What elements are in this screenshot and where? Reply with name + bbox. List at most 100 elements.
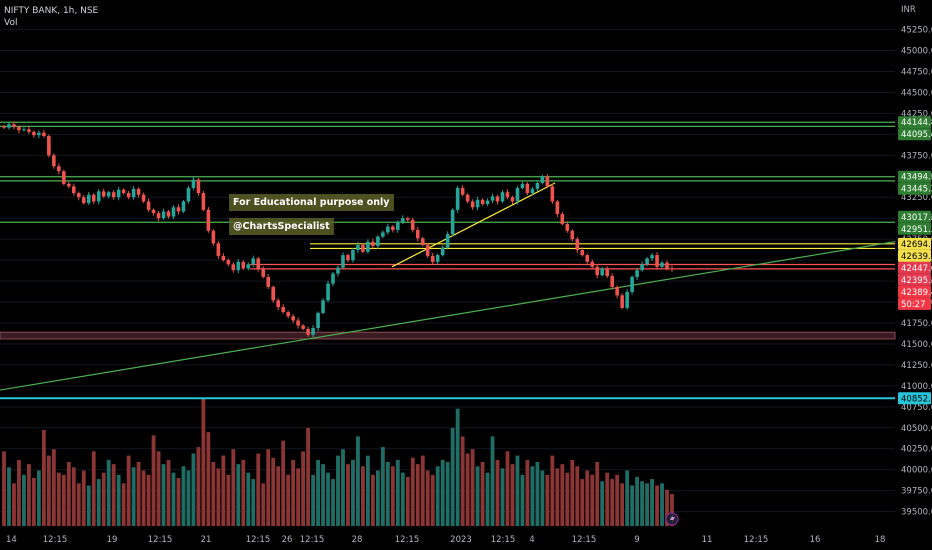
- rising-channel-trendline: [391, 182, 556, 268]
- educational-note[interactable]: For Educational purpose only: [229, 194, 394, 211]
- candle-body: [326, 283, 330, 301]
- volume-bar: [425, 470, 430, 526]
- volume-bar: [12, 483, 16, 526]
- volume-bar: [46, 455, 51, 526]
- price-tick-label: 45250.00: [901, 26, 932, 36]
- candle-body: [420, 238, 425, 246]
- volume-bar: [341, 449, 345, 526]
- volume-bar: [655, 485, 659, 526]
- candle-body: [435, 255, 440, 262]
- candle-body: [640, 264, 644, 271]
- candle-body: [151, 209, 156, 214]
- trend-lines[interactable]: [0, 182, 896, 391]
- price-badge-label: 40852.25: [901, 394, 932, 404]
- author-note[interactable]: @ChartsSpecialist: [229, 218, 334, 235]
- volume-bar: [191, 453, 196, 526]
- price-tick-label: 40750.00: [901, 403, 932, 413]
- price-badge-label: 43494.55: [901, 173, 932, 183]
- candle-body: [306, 328, 310, 335]
- candle-body: [425, 245, 430, 256]
- candle-body: [550, 186, 555, 202]
- candle-body: [515, 188, 520, 202]
- volume-bar: [490, 436, 495, 526]
- volume-bar: [665, 489, 669, 526]
- candle-body: [81, 197, 86, 204]
- volume-bar: [485, 472, 490, 526]
- volume-bar: [196, 447, 201, 526]
- volume-bar: [590, 474, 595, 526]
- price-badges: 44144.80 44095.40 43494.55 43445.20 43017.20…: [898, 116, 932, 405]
- candle-body: [171, 207, 176, 217]
- price-badge-label: 42389.45: [901, 288, 932, 298]
- time-tick-label: 12:15: [43, 535, 68, 545]
- price-badge: [898, 237, 931, 250]
- volume-bar: [640, 481, 644, 526]
- candle-body: [42, 132, 46, 137]
- candle-body: [356, 245, 360, 251]
- candle-body: [590, 261, 595, 267]
- candle-body: [296, 320, 300, 326]
- candle-body: [251, 258, 256, 265]
- volume-bar: [281, 440, 286, 526]
- volume-bar: [221, 455, 226, 526]
- time-tick-label: 12:15: [572, 535, 597, 545]
- time-tick-label: 12:15: [744, 535, 769, 545]
- candle-body: [136, 188, 141, 195]
- candle-body: [156, 213, 161, 219]
- candle-body: [505, 192, 510, 198]
- volume-bar: [71, 467, 76, 526]
- candle-body: [475, 199, 480, 208]
- time-axis[interactable]: 14 12:15 19 12:15 21 12:15 26 12:15 28 12:15 2023 1…: [6, 535, 885, 545]
- volume-bar: [495, 459, 500, 526]
- volume-bar: [565, 472, 570, 526]
- candle-body: [186, 188, 191, 202]
- volume-bar: [420, 455, 425, 526]
- candle-body: [301, 325, 305, 329]
- candle-body: [2, 126, 6, 128]
- price-badge: [898, 128, 931, 141]
- horizontal-levels[interactable]: [0, 121, 895, 400]
- volume-bar: [56, 472, 61, 526]
- time-tick-label: 12:15: [148, 535, 173, 545]
- candle-body: [381, 232, 385, 237]
- candle-body: [485, 200, 490, 204]
- price-tick-label: 41250.00: [901, 361, 932, 371]
- price-tick-label: 40250.00: [901, 445, 932, 455]
- candle-body: [670, 268, 674, 270]
- candle-body: [176, 207, 181, 212]
- volume-bar: [650, 479, 654, 526]
- candle-body: [430, 255, 435, 262]
- volume-bar: [261, 483, 266, 526]
- volume-bar: [296, 468, 301, 526]
- volume-bar: [166, 459, 171, 526]
- price-tick-label: 44750.00: [901, 67, 932, 77]
- candle-body: [525, 183, 530, 194]
- volume-indicator-label[interactable]: Vol: [4, 18, 18, 28]
- price-tick-label: 44500.00: [901, 88, 932, 98]
- time-tick-label: 2023: [450, 535, 472, 545]
- volume-bar: [236, 464, 241, 526]
- candle-body: [116, 189, 121, 198]
- symbol-title[interactable]: NIFTY BANK, 1h, NSE: [4, 6, 99, 16]
- time-tick-label: 11: [702, 535, 713, 545]
- candle-body: [96, 191, 101, 202]
- candle-body: [196, 179, 201, 194]
- candle-body: [236, 261, 241, 271]
- candle-body: [630, 276, 634, 292]
- price-badge: [898, 222, 931, 235]
- candle-body: [600, 268, 605, 276]
- volume-bar: [505, 451, 510, 526]
- volume-bar: [630, 485, 635, 526]
- volume-bar: [326, 472, 330, 526]
- price-badge-label: 43445.20: [901, 185, 932, 195]
- volume-bar: [116, 474, 121, 526]
- candle-body: [346, 255, 350, 261]
- price-badge: [898, 170, 931, 183]
- volume-bar: [400, 472, 405, 526]
- price-badge-label: 50:27: [901, 300, 926, 310]
- price-tick-label: 41000.00: [901, 382, 932, 392]
- volume-bar: [361, 466, 365, 526]
- volume-bar: [435, 466, 440, 526]
- alert-icon[interactable]: [665, 512, 679, 526]
